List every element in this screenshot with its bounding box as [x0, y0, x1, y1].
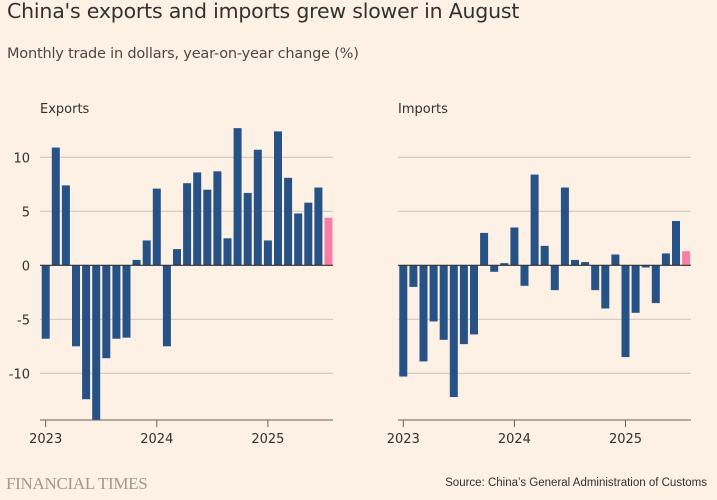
exports-bar: [284, 177, 293, 266]
imports-bar: [429, 265, 438, 322]
imports-bar: [449, 265, 458, 398]
exports-bar: [263, 240, 272, 266]
exports-bar: [41, 265, 50, 339]
exports-bar: [183, 183, 192, 266]
exports-y-tick-label: -10: [9, 367, 30, 382]
exports-bar: [294, 213, 303, 266]
exports-x-tick-label: 2024: [140, 432, 173, 447]
imports-bar: [621, 265, 630, 358]
imports-bar: [631, 265, 640, 313]
imports-bar: [459, 265, 468, 345]
imports-bar: [651, 265, 660, 304]
exports-y-tick-label: -5: [17, 313, 30, 328]
imports-bar: [530, 174, 539, 266]
imports-bar: [661, 253, 670, 266]
exports-x-tick-label: 2023: [29, 432, 62, 447]
exports-bar: [233, 128, 242, 266]
exports-y-tick-label: 5: [22, 205, 30, 220]
exports-bar: [223, 238, 232, 266]
exports-bar: [132, 259, 141, 266]
exports-bar: [142, 240, 151, 266]
imports-bar: [601, 265, 610, 309]
exports-bar: [51, 147, 60, 266]
exports-bar: [61, 185, 70, 266]
exports-y-tick-label: 0: [22, 259, 30, 274]
imports-x-tick-label: 2025: [609, 432, 642, 447]
ft-logo: FINANCIAL TIMES: [6, 474, 148, 493]
imports-bar: [581, 262, 590, 266]
exports-bar: [253, 149, 262, 266]
exports-y-tick-label: 10: [13, 151, 30, 166]
exports-bar: [274, 131, 282, 266]
imports-bar: [520, 265, 529, 286]
exports-bar: [82, 265, 91, 400]
exports-bar: [314, 187, 323, 266]
imports-bar: [480, 232, 489, 266]
imports-x-tick-label: 2024: [498, 432, 531, 447]
exports-bar: [72, 265, 80, 347]
exports-bar: [304, 202, 313, 266]
exports-bar: [213, 171, 222, 266]
imports-bar: [560, 187, 569, 266]
imports-bar: [419, 265, 428, 362]
imports-bar: [490, 265, 499, 272]
imports-bar: [672, 221, 680, 266]
imports-bar: [439, 265, 448, 340]
imports-bar: [641, 265, 650, 268]
imports-bar: [591, 265, 600, 291]
imports-bar: [500, 263, 509, 266]
imports-panel-title: Imports: [398, 102, 448, 117]
exports-panel-title: Exports: [40, 102, 90, 117]
exports-bar: [102, 265, 111, 359]
exports-bar-highlight: [324, 217, 333, 266]
exports-bar: [122, 265, 131, 338]
exports-bar: [112, 265, 121, 339]
exports-bar: [162, 265, 171, 347]
imports-bar: [409, 265, 418, 287]
exports-bar: [203, 189, 212, 266]
exports-bar: [193, 172, 202, 266]
imports-bar-highlight: [682, 251, 691, 266]
imports-bar: [510, 227, 519, 266]
imports-x-tick-label: 2023: [387, 432, 420, 447]
imports-bar: [550, 265, 559, 291]
imports-bar: [571, 259, 579, 266]
imports-bar: [470, 265, 478, 335]
exports-x-tick-label: 2025: [251, 432, 284, 447]
exports-bar: [92, 265, 101, 420]
imports-bar: [611, 254, 620, 266]
exports-bar: [243, 192, 252, 266]
chart-subtitle: Monthly trade in dollars, year-on-year c…: [7, 46, 359, 62]
source-note: Source: China’s General Administration o…: [445, 477, 707, 489]
exports-bar: [173, 249, 181, 266]
exports-bar: [152, 188, 161, 266]
imports-bar: [540, 245, 549, 266]
chart-title: China's exports and imports grew slower …: [7, 0, 520, 23]
imports-bar: [399, 265, 408, 377]
